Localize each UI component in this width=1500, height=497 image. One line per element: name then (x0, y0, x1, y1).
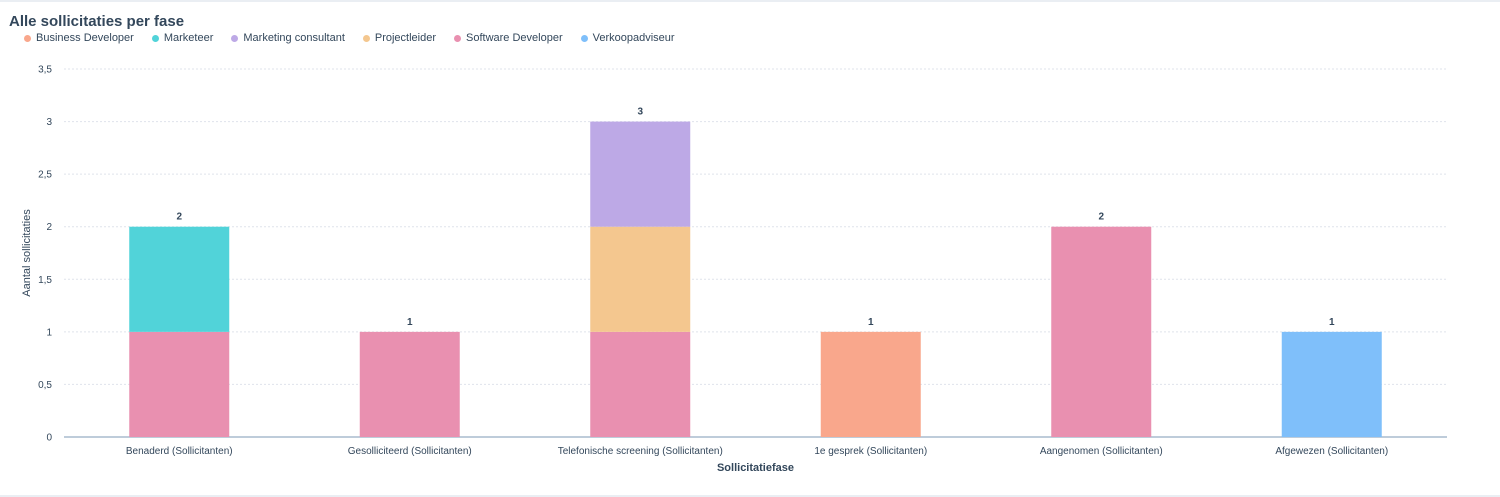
bar-total-label: 2 (1098, 212, 1104, 223)
legend-swatch (362, 34, 370, 42)
bar-segment (590, 226, 691, 332)
legend-item[interactable]: Marketing consultant (231, 32, 345, 44)
y-tick-label: 1 (46, 327, 52, 338)
x-tick-label: Aangenomen (Sollicitanten) (1040, 446, 1163, 457)
bar-segment (359, 331, 460, 437)
bar-segment (129, 331, 230, 437)
y-tick-label: 2,5 (38, 170, 52, 181)
legend-swatch (580, 34, 588, 42)
bar-total-label: 1 (1329, 317, 1335, 328)
bar-segment (1051, 226, 1152, 437)
x-tick-label: Benaderd (Sollicitanten) (126, 446, 233, 457)
legend-item[interactable]: Software Developer (454, 32, 563, 44)
chart-title: Alle sollicitaties per fase (9, 13, 185, 30)
legend-label: Projectleider (374, 32, 437, 44)
legend-swatch (151, 34, 159, 42)
legend-swatch (231, 34, 239, 42)
bar-total-label: 1 (407, 317, 413, 328)
y-tick-label: 0 (46, 433, 52, 444)
bar-segment (590, 331, 691, 437)
y-tick-label: 1,5 (38, 275, 52, 286)
bar-total-label: 2 (176, 212, 182, 223)
legend-swatch (24, 34, 31, 42)
legend-item[interactable]: Business Developer (24, 32, 134, 44)
top-border (0, 0, 1500, 2)
y-axis-title: Aantal sollicitaties (21, 209, 33, 297)
legend-label: Verkoopadviseur (592, 32, 675, 44)
bottom-border (0, 495, 1500, 497)
x-axis-title: Sollicitatiefase (717, 462, 794, 474)
legend-label: Software Developer (466, 32, 563, 44)
y-tick-label: 3,5 (38, 65, 52, 76)
legend-swatch (454, 34, 462, 42)
legend-label: Marketing consultant (243, 32, 345, 44)
legend-item[interactable]: Marketeer (151, 32, 214, 44)
bar-segment (820, 331, 921, 437)
x-tick-label: 1e gesprek (Sollicitanten) (814, 446, 927, 457)
bar-segment (1281, 331, 1382, 437)
y-tick-label: 3 (46, 117, 52, 128)
legend-item[interactable]: Projectleider (362, 32, 437, 44)
x-tick-label: Telefonische screening (Sollicitanten) (558, 446, 723, 457)
y-tick-label: 0,5 (38, 380, 52, 391)
chart-legend: Business Developer Marketeer Marketing con… (24, 32, 693, 44)
legend-label: Marketeer (163, 32, 214, 44)
bar-total-label: 3 (637, 107, 643, 118)
x-tick-label: Afgewezen (Sollicitanten) (1275, 446, 1388, 457)
y-tick-label: 2 (46, 222, 52, 233)
bar-total-label: 1 (868, 317, 874, 328)
legend-label: Business Developer (36, 32, 134, 44)
x-tick-label: Gesolliciteerd (Sollicitanten) (348, 446, 472, 457)
bar-segment (129, 226, 230, 332)
legend-item[interactable]: Verkoopadviseur (580, 32, 675, 44)
bar-segment (590, 121, 691, 227)
